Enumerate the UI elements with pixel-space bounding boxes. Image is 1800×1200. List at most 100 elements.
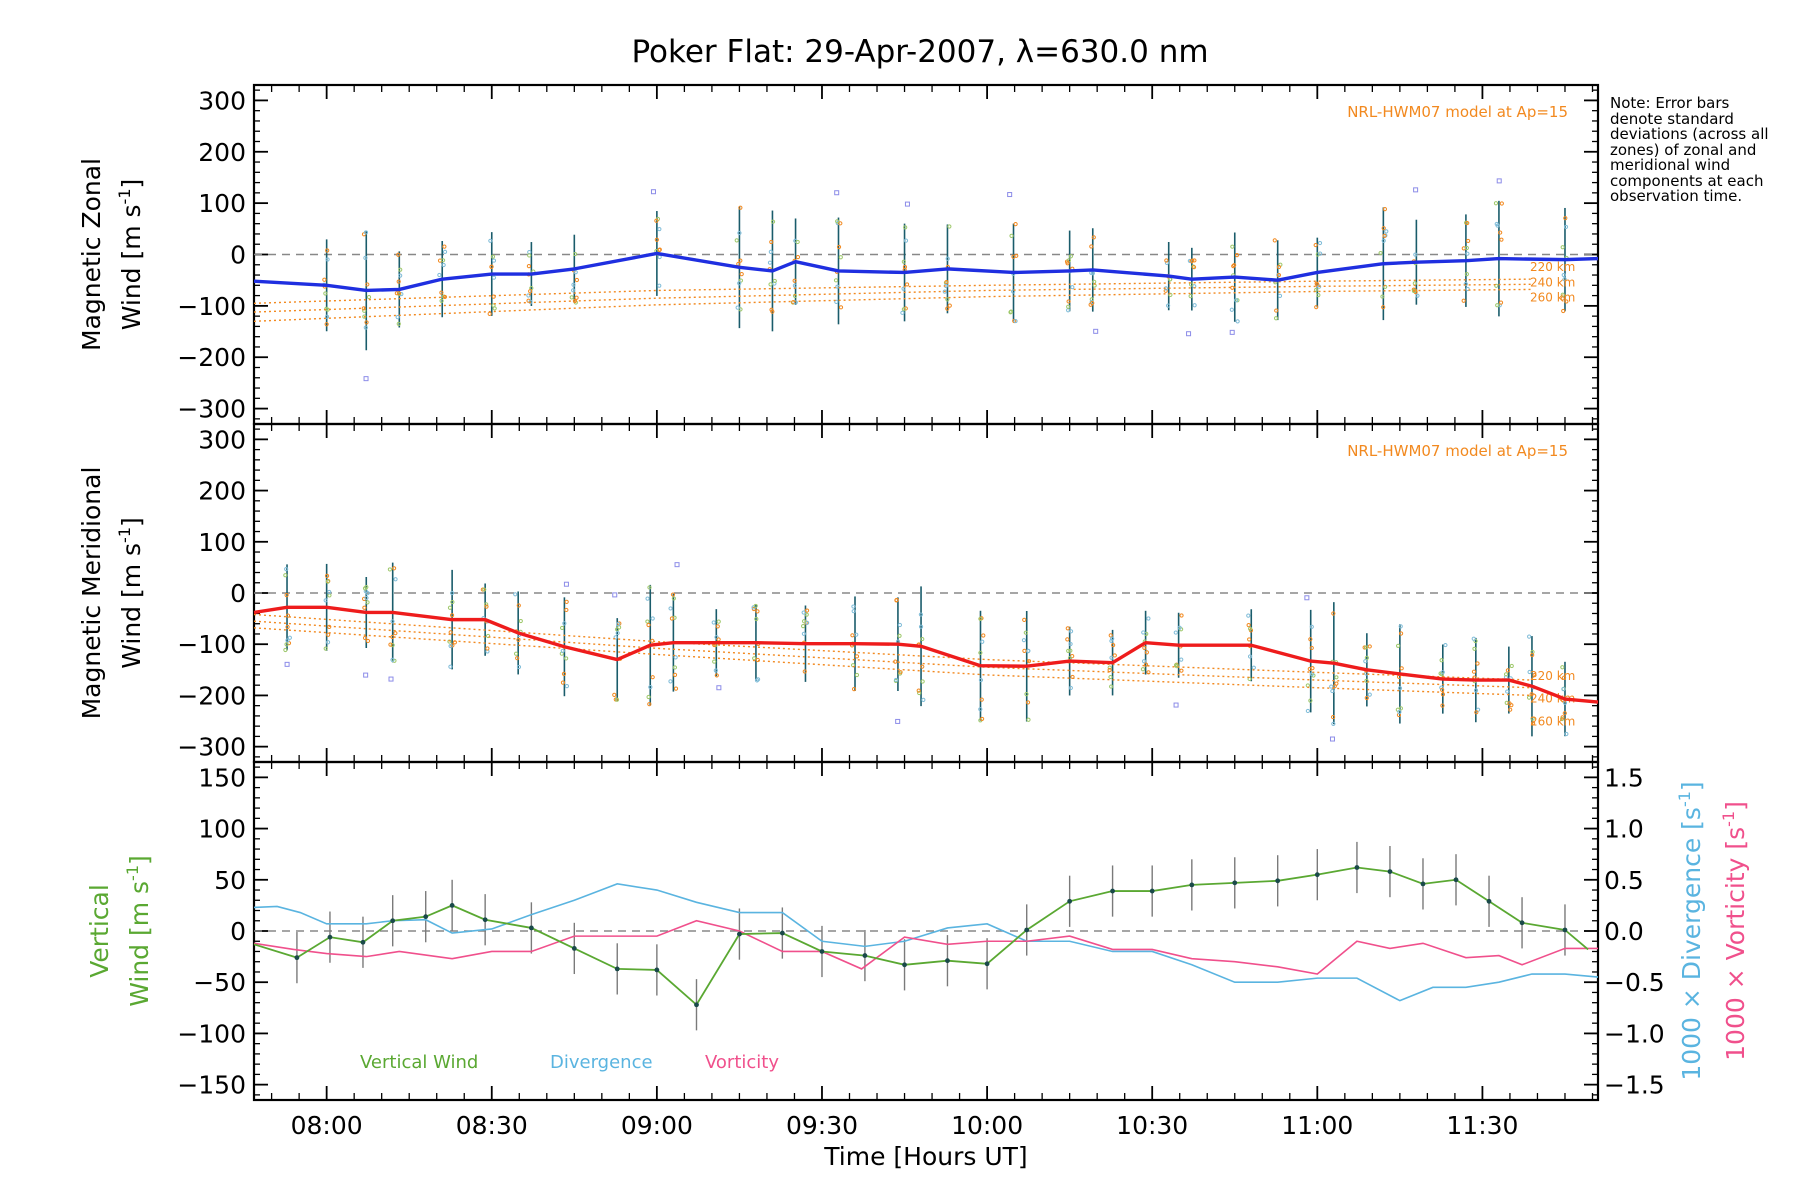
scatter-point <box>564 683 570 689</box>
scatter-point <box>285 638 290 643</box>
scatter-point <box>1066 648 1071 653</box>
scatter-point <box>390 643 395 648</box>
scatter-point <box>1562 277 1567 282</box>
scatter-point <box>449 613 455 618</box>
x-axis-label: Time [Hours UT] <box>823 1142 1027 1171</box>
scatter-point <box>1493 201 1499 206</box>
scatter-point <box>1330 714 1336 720</box>
scatter-point <box>485 633 491 639</box>
scatter-point <box>574 295 579 300</box>
scatter-point <box>1561 687 1566 692</box>
vertical-wind-point <box>449 902 455 908</box>
scatter-point <box>363 230 369 235</box>
y-tick-label: −300 <box>177 733 246 762</box>
scatter-point <box>1108 633 1113 638</box>
scatter-point <box>739 272 744 277</box>
scatter-point <box>1367 644 1372 649</box>
scatter-point <box>802 619 807 624</box>
outlier-point <box>563 581 569 587</box>
model-alt-label: 260 km <box>1530 714 1575 728</box>
scatter-point <box>1412 281 1417 286</box>
scatter-point <box>657 254 662 260</box>
scatter-point <box>364 595 369 601</box>
scatter-point <box>442 294 448 300</box>
scatter-point <box>645 596 650 601</box>
scatter-point <box>396 291 402 296</box>
scatter-point <box>1364 655 1369 660</box>
y-axis-label-sup: -1 <box>115 188 134 204</box>
vertical-wind-point <box>571 946 577 951</box>
scatter-point <box>1273 316 1279 321</box>
scatter-point <box>1173 663 1179 668</box>
scatter-point <box>854 632 859 637</box>
scatter-point <box>398 267 403 272</box>
scatter-point <box>1164 260 1170 265</box>
outlier-point <box>284 661 290 667</box>
series-line-vorticity <box>253 919 1598 975</box>
scatter-point <box>650 616 655 621</box>
vertical-wind-point <box>819 949 825 954</box>
scatter-point <box>1465 220 1470 226</box>
scatter-point <box>616 625 622 630</box>
scatter-point <box>1068 648 1073 653</box>
scatter-point <box>670 592 676 597</box>
scatter-point <box>327 593 332 598</box>
scatter-point <box>1530 652 1535 658</box>
scatter-point <box>897 622 903 628</box>
y-axis-label-sup: -1 <box>123 865 142 881</box>
scatter-point <box>737 281 742 286</box>
outlier-point <box>1229 329 1235 335</box>
scatter-point <box>1314 305 1319 310</box>
y2-tick-label: −1.0 <box>1604 1019 1665 1048</box>
y2-tick-label: 0.5 <box>1604 866 1644 895</box>
y-axis-label-line1: Magnetic Meridional <box>77 467 106 720</box>
scatter-point <box>1013 318 1018 324</box>
vertical-wind-point <box>1562 927 1568 933</box>
scatter-point <box>755 677 761 682</box>
outlier-point <box>363 672 369 678</box>
scatter-point <box>325 579 330 584</box>
scatter-point <box>442 244 447 249</box>
scatter-point <box>1503 672 1509 677</box>
scatter-point <box>1527 669 1532 675</box>
scatter-point <box>795 239 800 245</box>
vertical-wind-point <box>1149 888 1155 894</box>
scatter-point <box>1498 300 1504 305</box>
scatter-point <box>646 622 651 628</box>
scatter-point <box>770 219 776 224</box>
scatter-point <box>1070 285 1075 290</box>
vertical-wind-point <box>902 962 907 968</box>
scatter-point <box>1413 252 1418 257</box>
vertical-wind-point <box>1314 872 1320 878</box>
scatter-point <box>1309 645 1314 651</box>
scatter-point <box>1164 258 1169 263</box>
y-tick-label: −200 <box>177 681 246 710</box>
scatter-point <box>945 256 950 261</box>
scatter-point <box>480 587 485 592</box>
y2-tick-label: 1.0 <box>1604 815 1644 844</box>
scatter-point <box>326 632 331 637</box>
scatter-point <box>668 679 673 684</box>
scatter-point <box>1022 648 1027 653</box>
scatter-point <box>284 593 289 598</box>
scatter-point <box>442 249 448 254</box>
y-axis-label-sup: -1 <box>115 527 134 543</box>
scatter-point <box>1246 623 1251 628</box>
scatter-point <box>396 279 401 284</box>
scatter-point <box>1330 688 1335 694</box>
y-tick-label: 200 <box>198 477 246 506</box>
vertical-wind-point <box>1387 869 1393 874</box>
scatter-point <box>1398 631 1404 636</box>
scatter-point <box>668 606 673 611</box>
outlier-point <box>1186 331 1192 337</box>
scatter-point <box>1167 277 1173 282</box>
scatter-point <box>1398 624 1403 629</box>
scatter-point <box>1309 671 1314 677</box>
scatter-point <box>391 566 397 571</box>
scatter-point <box>1108 674 1113 680</box>
scatter-point <box>1246 613 1251 618</box>
scatter-point <box>1332 684 1337 689</box>
scatter-point <box>362 586 368 591</box>
scatter-point <box>735 305 740 310</box>
